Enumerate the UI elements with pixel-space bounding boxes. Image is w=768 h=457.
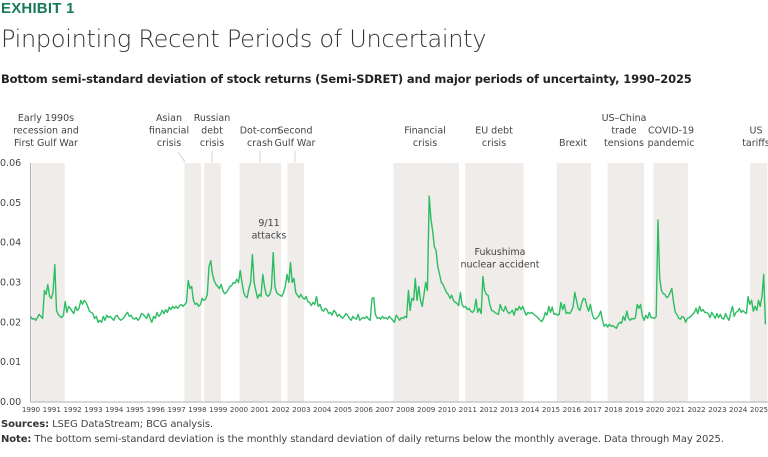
period-label: crash (247, 138, 273, 149)
period-label: Financial (404, 126, 446, 137)
x-tick-label: 2003 (292, 405, 310, 414)
period-label: COVID-19 (648, 126, 694, 137)
x-tick-label: 2008 (396, 405, 415, 414)
period-band (465, 163, 524, 402)
period-label: recession and (13, 126, 79, 137)
period-label: US (750, 126, 763, 137)
x-tick-label: 2025 (750, 405, 768, 414)
x-tick-label: 2019 (625, 405, 644, 414)
x-tick-label: 2014 (521, 405, 540, 414)
y-tick-label: 0.05 (0, 198, 21, 209)
y-tick-label: 0.00 (0, 397, 21, 408)
x-tick-label: 2017 (583, 405, 601, 414)
y-tick-label: 0.01 (0, 357, 21, 368)
period-label: crisis (157, 138, 181, 149)
leader-line (177, 151, 186, 163)
period-band (31, 163, 65, 402)
chart-title: Pinpointing Recent Periods of Uncertaint… (1, 25, 487, 53)
x-tick-label: 1994 (105, 405, 124, 414)
x-tick-label: 1996 (147, 405, 166, 414)
x-axis: 1990 1991 1992 1993 1994 1995 1996 1997 1998 1999… (22, 401, 768, 414)
x-tick-label: 2009 (417, 405, 436, 414)
period-label: crisis (413, 138, 437, 149)
y-axis: 0.00 0.01 0.02 0.03 0.04 0.05 0.06 (0, 158, 31, 408)
period-label: Asian (156, 113, 182, 124)
period-label: debt (201, 126, 223, 137)
x-tick-label: 2006 (355, 405, 374, 414)
x-tick-label: 2013 (500, 405, 518, 414)
period-label: Early 1990s (18, 113, 74, 124)
x-tick-label: 2005 (334, 405, 352, 414)
annotation-label: Fukushima (475, 247, 526, 258)
annotation-label: attacks (252, 231, 287, 242)
sources-label: Sources: (1, 419, 49, 430)
period-bands (31, 163, 768, 402)
period-label: pandemic (648, 138, 695, 149)
period-label: US–China (602, 113, 647, 124)
x-tick-label: 2000 (230, 405, 249, 414)
y-tick-label: 0.03 (0, 278, 21, 289)
x-tick-label: 2020 (646, 405, 665, 414)
x-tick-label: 2001 (251, 405, 269, 414)
x-tick-label: 1999 (209, 405, 228, 414)
x-tick-label: 2007 (375, 405, 393, 414)
x-tick-label: 2002 (271, 405, 289, 414)
period-label: Russian (194, 113, 231, 124)
x-tick-label: 1993 (84, 405, 102, 414)
period-label: Second (278, 126, 313, 137)
x-tick-label: 2024 (729, 405, 748, 414)
period-label: crisis (482, 138, 506, 149)
x-tick-label: 1997 (167, 405, 185, 414)
period-band (653, 163, 688, 402)
x-tick-label: 1990 (22, 405, 41, 414)
y-tick-label: 0.02 (0, 317, 21, 328)
period-band (287, 163, 305, 402)
x-tick-label: 2022 (687, 405, 705, 414)
x-tick-label: 2011 (459, 405, 477, 414)
x-tick-label: 2015 (542, 405, 560, 414)
x-tick-label: 1998 (188, 405, 207, 414)
x-tick-label: 1992 (63, 405, 81, 414)
sources-text: LSEG DataStream; BCG analysis. (48, 419, 214, 430)
x-tick-label: 2016 (563, 405, 582, 414)
y-tick-label: 0.04 (0, 238, 21, 249)
y-tick-label: 0.06 (0, 158, 21, 169)
x-tick-label: 2004 (313, 405, 332, 414)
x-tick-label: 1995 (126, 405, 144, 414)
period-label: crisis (200, 138, 224, 149)
x-tick-label: 2023 (708, 405, 726, 414)
period-band (607, 163, 645, 402)
x-tick-label: 2021 (667, 405, 685, 414)
annotations: 9/11 attacks Fukushima nuclear accident (252, 218, 540, 271)
exhibit-label: EXHIBIT 1 (1, 0, 75, 17)
period-label: tariffs (742, 138, 768, 149)
annotation-label: nuclear accident (460, 260, 539, 271)
x-tick-label: 2010 (438, 405, 457, 414)
series-line-semi-sdret (29, 195, 767, 329)
period-label: tensions (604, 138, 644, 149)
period-band (750, 163, 768, 402)
sources-line: Sources: LSEG DataStream; BCG analysis. (1, 419, 213, 430)
note-line: Note: The bottom semi-standard deviation… (1, 434, 724, 445)
note-text: The bottom semi-standard deviation is th… (31, 434, 724, 445)
x-tick-label: 2012 (479, 405, 497, 414)
period-label: trade (611, 126, 636, 137)
period-label: Gulf War (275, 138, 316, 149)
period-label: EU debt (475, 126, 513, 137)
period-label: financial (149, 126, 189, 137)
series-layer (29, 195, 767, 329)
period-band (184, 163, 202, 402)
period-label: Dot-com (240, 126, 281, 137)
chart-subtitle: Bottom semi-standard deviation of stock … (1, 72, 692, 86)
period-label: Brexit (559, 138, 587, 149)
period-band (556, 163, 592, 402)
x-tick-label: 1991 (43, 405, 61, 414)
note-label: Note: (1, 434, 32, 445)
period-label: First Gulf War (14, 138, 78, 149)
x-tick-label: 2018 (604, 405, 623, 414)
period-band (204, 163, 221, 402)
annotation-label: 9/11 (258, 218, 279, 229)
